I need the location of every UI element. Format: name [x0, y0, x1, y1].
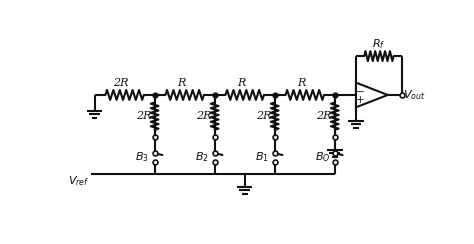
Text: $B_2$: $B_2$ — [195, 151, 209, 164]
Text: $R_f$: $R_f$ — [372, 37, 386, 51]
Text: $B_3$: $B_3$ — [135, 151, 149, 164]
Text: 2R: 2R — [317, 111, 332, 121]
Text: $+$: $+$ — [356, 94, 365, 105]
Text: 2R: 2R — [256, 111, 272, 121]
Text: R: R — [297, 78, 305, 88]
Text: $V_{ref}$: $V_{ref}$ — [68, 175, 89, 188]
Text: $V_{out}$: $V_{out}$ — [403, 88, 426, 102]
Text: $B_O$: $B_O$ — [315, 151, 330, 164]
Text: 2R: 2R — [113, 78, 129, 88]
Text: 2R: 2R — [136, 111, 152, 121]
Text: R: R — [177, 78, 185, 88]
Text: R: R — [237, 78, 246, 88]
Text: $B_1$: $B_1$ — [255, 151, 269, 164]
Text: $-$: $-$ — [356, 85, 365, 94]
Text: 2R: 2R — [196, 111, 212, 121]
